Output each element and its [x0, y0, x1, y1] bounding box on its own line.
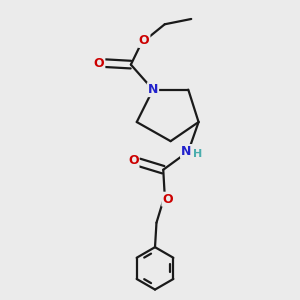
Text: O: O — [94, 57, 104, 70]
Text: N: N — [181, 145, 191, 158]
Text: N: N — [148, 83, 158, 96]
Text: O: O — [128, 154, 139, 167]
Text: O: O — [162, 193, 173, 206]
Text: H: H — [193, 149, 202, 159]
Text: O: O — [139, 34, 149, 47]
